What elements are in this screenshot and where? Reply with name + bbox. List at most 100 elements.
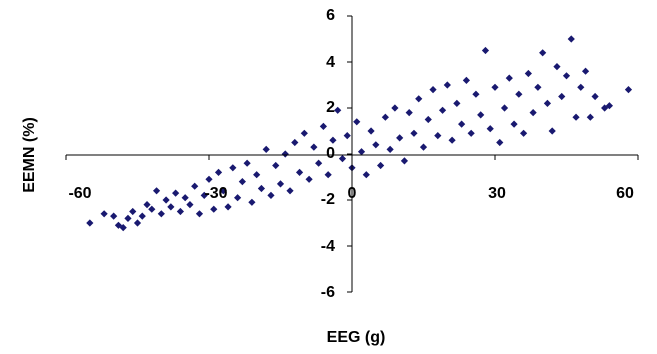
data-point [167, 203, 175, 211]
data-point [491, 83, 499, 91]
data-point [329, 136, 337, 144]
data-point [295, 168, 304, 176]
data-point [272, 161, 280, 170]
data-point [438, 106, 447, 114]
data-point [291, 138, 299, 147]
data-point [548, 127, 556, 135]
data-point [429, 86, 437, 94]
data-point [148, 205, 156, 213]
data-point [210, 205, 218, 213]
y-axis-title: EEMN (%) [21, 117, 38, 193]
data-point [567, 35, 575, 43]
data-point [353, 118, 361, 126]
data-point [334, 106, 342, 114]
x-tick-label: 60 [616, 185, 634, 202]
data-point [367, 127, 375, 135]
data-point [534, 83, 542, 91]
data-point [443, 81, 451, 89]
data-point [419, 143, 428, 151]
data-point [477, 111, 485, 119]
data-point [572, 113, 580, 121]
data-point [377, 161, 385, 170]
data-point [253, 171, 261, 179]
y-tick-label: 6 [326, 7, 335, 24]
data-point [553, 63, 561, 71]
data-point [343, 132, 351, 140]
data-point [181, 194, 189, 202]
data-point [243, 159, 251, 167]
data-point [543, 99, 552, 107]
data-point [601, 104, 609, 112]
data-point [281, 150, 289, 158]
y-tick-label: 4 [326, 54, 335, 71]
data-point [195, 210, 204, 218]
x-tick-label: -30 [204, 185, 227, 202]
y-tick-label: -2 [321, 191, 335, 208]
data-point [262, 145, 270, 153]
data-point [624, 86, 633, 94]
data-point [391, 104, 399, 112]
data-point [591, 92, 599, 101]
data-point [138, 212, 146, 220]
data-point [257, 184, 266, 193]
data-point [605, 102, 613, 110]
x-tick-label: 0 [348, 185, 357, 202]
data-point [372, 141, 380, 149]
data-point [581, 67, 590, 75]
data-point [386, 145, 394, 153]
data-point [248, 198, 256, 206]
data-point [191, 182, 199, 190]
data-point [539, 49, 547, 57]
data-point [357, 148, 366, 156]
data-point [267, 191, 275, 199]
data-point [577, 83, 585, 91]
y-tick-label: 0 [326, 145, 335, 162]
data-point [458, 120, 466, 128]
data-point [300, 129, 308, 137]
data-point [486, 125, 494, 133]
y-ticks [347, 15, 352, 293]
data-point [410, 129, 418, 137]
data-point [133, 219, 142, 227]
data-point [162, 196, 170, 204]
data-point [129, 207, 137, 216]
data-point [462, 76, 470, 84]
x-axis-title: EEG (g) [327, 329, 386, 346]
data-point [415, 95, 423, 103]
data-point [338, 155, 347, 163]
data-point [176, 207, 184, 216]
data-point [86, 219, 94, 227]
data-point [424, 115, 432, 124]
data-point [286, 187, 294, 195]
data-point [172, 189, 180, 197]
x-tick-label: 30 [488, 185, 506, 202]
data-point [396, 134, 404, 142]
data-point [219, 187, 227, 195]
data-point [496, 138, 504, 147]
data-point [186, 201, 194, 209]
data-point [214, 168, 223, 176]
data-point [558, 92, 566, 101]
data-point [400, 157, 409, 165]
data-point [362, 171, 370, 179]
data-point [276, 180, 285, 188]
data-point [381, 113, 389, 121]
data-point [152, 187, 161, 195]
data-point [305, 175, 313, 183]
data-point [467, 129, 475, 137]
data-point [315, 159, 323, 167]
data-point [505, 74, 513, 82]
data-point [481, 46, 490, 55]
data-point [524, 69, 532, 78]
data-point [224, 203, 232, 211]
data-point [234, 194, 242, 202]
y-tick-label: 2 [326, 99, 335, 116]
data-point [529, 109, 537, 117]
data-point [472, 90, 480, 98]
data-point [200, 191, 208, 199]
data-point [205, 175, 213, 183]
data-point [124, 214, 132, 222]
data-point [100, 210, 108, 218]
data-point [510, 120, 518, 128]
